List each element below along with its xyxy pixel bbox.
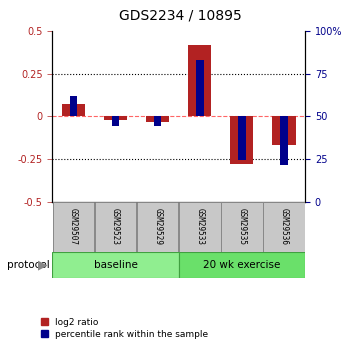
Bar [104, 117, 127, 120]
Bar [154, 117, 161, 126]
Bar [280, 117, 288, 165]
Bar [146, 117, 169, 121]
Bar [95, 202, 136, 252]
Text: GDS2234 / 10895: GDS2234 / 10895 [119, 9, 242, 23]
Bar [238, 117, 245, 160]
Text: GSM29529: GSM29529 [153, 208, 162, 245]
Bar [273, 117, 296, 146]
Text: GSM29533: GSM29533 [195, 208, 204, 245]
Text: baseline: baseline [93, 260, 138, 270]
Bar [230, 117, 253, 164]
Text: protocol: protocol [7, 260, 50, 270]
Text: GSM29523: GSM29523 [111, 208, 120, 245]
Bar [53, 202, 94, 252]
Text: GSM29536: GSM29536 [279, 208, 288, 245]
Bar [263, 202, 305, 252]
Bar [221, 202, 263, 252]
Bar [137, 202, 178, 252]
Bar [188, 45, 211, 117]
Bar [52, 252, 179, 278]
Bar [179, 202, 221, 252]
Legend: log2 ratio, percentile rank within the sample: log2 ratio, percentile rank within the s… [41, 318, 208, 339]
Bar [179, 252, 305, 278]
Text: GSM29535: GSM29535 [238, 208, 246, 245]
Text: GSM29507: GSM29507 [69, 208, 78, 245]
Bar [70, 96, 77, 117]
Bar [196, 60, 204, 117]
Bar [112, 117, 119, 126]
Text: 20 wk exercise: 20 wk exercise [203, 260, 280, 270]
Text: ▶: ▶ [38, 258, 47, 272]
Bar [62, 105, 85, 117]
